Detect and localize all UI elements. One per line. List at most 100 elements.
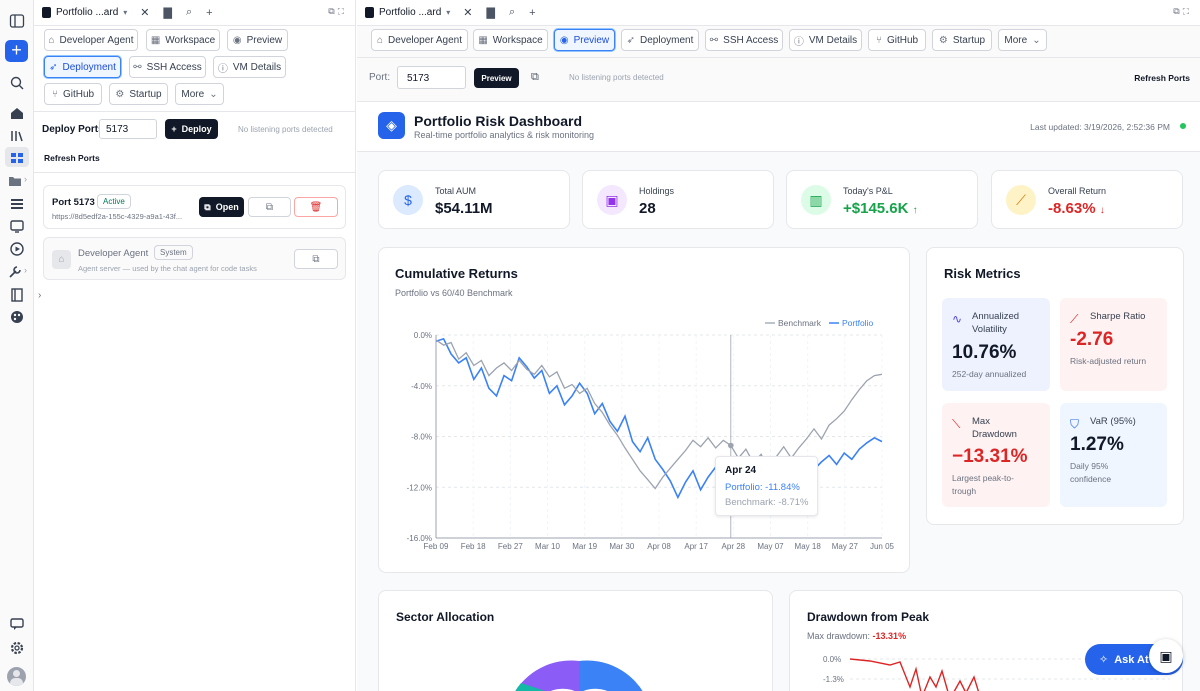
stat-value: -8.63% ↓ [1048,200,1105,217]
refresh-ports-button[interactable]: Refresh Ports [44,153,100,163]
section-title: Drawdown from Peak [807,610,930,624]
open-button[interactable]: ⧉ Open [199,197,244,217]
git-branch-icon: ⑂ [51,88,58,100]
feedback-icon[interactable]: ▣ [1149,639,1183,673]
close-icon[interactable]: ✕ [463,7,473,19]
y-tick-label: 0.0% [414,331,432,340]
startup-button[interactable]: ⚙ Startup [109,83,168,105]
palette-icon[interactable] [9,309,25,325]
donut-slice[interactable] [513,683,545,691]
port-input[interactable]: 5173 [99,119,157,139]
tab-portfolio[interactable]: Portfolio ...ard ▾ ✕ [365,6,473,19]
button-label: Deploy [181,124,212,134]
window-controls-icon[interactable]: ⧉⛶ [1173,6,1192,16]
list-icon[interactable] [9,196,25,212]
live-status-dot [1180,123,1186,129]
right-tabbar: Portfolio ...ard ▾ ✕ ▇ ⌕ + ⧉⛶ [357,0,1200,26]
port-label: Port: [369,72,391,83]
book-icon[interactable] [9,287,25,303]
folder-icon[interactable]: ▇ [163,7,172,19]
monitor-icon[interactable] [9,218,25,234]
workspace-button[interactable]: ▦ Workspace [146,29,220,51]
ssh-access-button[interactable]: ⚯ SSH Access [129,56,206,78]
folder-icon[interactable] [7,173,23,189]
chevron-down-icon[interactable]: ▾ [123,8,128,17]
library-icon[interactable] [9,128,25,144]
arrow-down-icon: ↓ [1099,205,1105,216]
refresh-ports-button[interactable]: Refresh Ports [1134,73,1190,83]
search-icon[interactable]: ⌕ [508,6,516,18]
tools-icon[interactable] [7,264,23,280]
port-input[interactable]: 5173 [397,66,466,89]
dollar-icon: $ [393,185,423,215]
dashboard-icon[interactable] [9,150,25,166]
workspace-button[interactable]: ▦ Workspace [473,29,548,51]
copy-button[interactable]: ⧉ [248,197,291,217]
button-label: Preview [246,34,283,46]
search-icon[interactable]: ⌕ [185,6,193,18]
donut-slice[interactable] [513,660,579,691]
preview-button[interactable]: ◉ Preview [554,29,615,51]
trend-icon: ⟋ [1006,185,1036,215]
close-icon[interactable]: ✕ [140,7,150,19]
chevron-right-icon[interactable]: › [24,265,27,275]
search-icon[interactable] [9,75,25,91]
preview-go-button[interactable]: Preview [474,68,519,88]
developer-agent-button[interactable]: ⌂ Developer Agent [371,29,468,51]
divider [357,57,1200,58]
section-title: Sector Allocation [396,610,495,624]
startup-button[interactable]: ⚙ Startup [932,29,992,51]
developer-agent-button[interactable]: ⌂ Developer Agent [44,29,138,51]
chevron-down-icon[interactable]: ▾ [446,8,451,17]
button-label: Startup [129,88,162,100]
chevron-right-icon[interactable]: › [24,174,27,184]
port-url[interactable]: https://8d5edf2a-155c-4329-a9a1-43f... [52,212,183,221]
sector-donut-chart[interactable] [499,653,659,691]
more-button[interactable]: More ⌄ [175,83,224,105]
tab-title: Portfolio ...ard [56,7,119,18]
chat-icon[interactable] [9,616,25,632]
x-tick-label: Apr 28 [722,542,746,551]
home-icon[interactable] [9,105,25,121]
deployment-button[interactable]: ➶ Deployment [621,29,699,51]
preview-button[interactable]: ◉ Preview [227,29,288,51]
sector-allocation-card: Sector Allocation [378,590,773,691]
deployment-button[interactable]: ➶ Deployment [44,56,121,78]
play-icon[interactable] [9,241,25,257]
add-tab-icon[interactable]: + [529,6,536,19]
button-label: Workspace [492,34,543,46]
ssh-access-button[interactable]: ⚯ SSH Access [705,29,783,51]
system-badge: System [154,245,193,260]
external-link-icon[interactable]: ⧉ [531,71,539,83]
deploy-button[interactable]: + Deploy [165,119,218,139]
plus-icon: + [171,124,177,134]
button-label: SSH Access [146,61,202,73]
tab-portfolio[interactable]: Portfolio ...ard ▾ ✕ [42,6,150,19]
x-tick-label: Mar 19 [572,542,597,551]
add-tab-icon[interactable]: + [206,6,213,19]
settings-icon[interactable] [9,640,25,656]
donut-slice[interactable] [579,660,645,691]
delete-button[interactable]: 🗑 [294,197,338,217]
new-plus-icon[interactable]: + [5,40,28,62]
metric-title: Sharpe Ratio [1090,311,1146,322]
avatar[interactable] [7,667,26,686]
window-controls-icon[interactable]: ⧉⛶ [328,6,347,16]
github-button[interactable]: ⑂ GitHub [44,83,102,105]
divider [34,111,355,112]
metric-value: −13.31% [952,446,1028,467]
x-tick-label: May 27 [832,542,859,551]
vm-details-button[interactable]: ⓘ VM Details [789,29,862,51]
agent-card: ⌂ Developer Agent System Agent server — … [43,237,346,280]
rocket-icon: ➶ [626,34,636,46]
copy-button[interactable]: ⧉ [294,249,338,269]
sidebar-toggle-icon[interactable] [9,13,25,29]
folder-icon[interactable]: ▇ [486,7,495,19]
dashboard-preview: ◈ Portfolio Risk Dashboard Real-time por… [357,102,1200,691]
chevron-right-icon[interactable]: › [38,290,42,301]
github-button[interactable]: ⑂ GitHub [868,29,926,51]
cumulative-returns-chart[interactable]: 0.0% -4.0% -8.0% -12.0% -16.0%Feb 09 Feb 18 Fe… [379,308,909,558]
more-button[interactable]: More ⌄ [998,29,1047,51]
vm-details-button[interactable]: ⓘ VM Details [213,56,286,78]
